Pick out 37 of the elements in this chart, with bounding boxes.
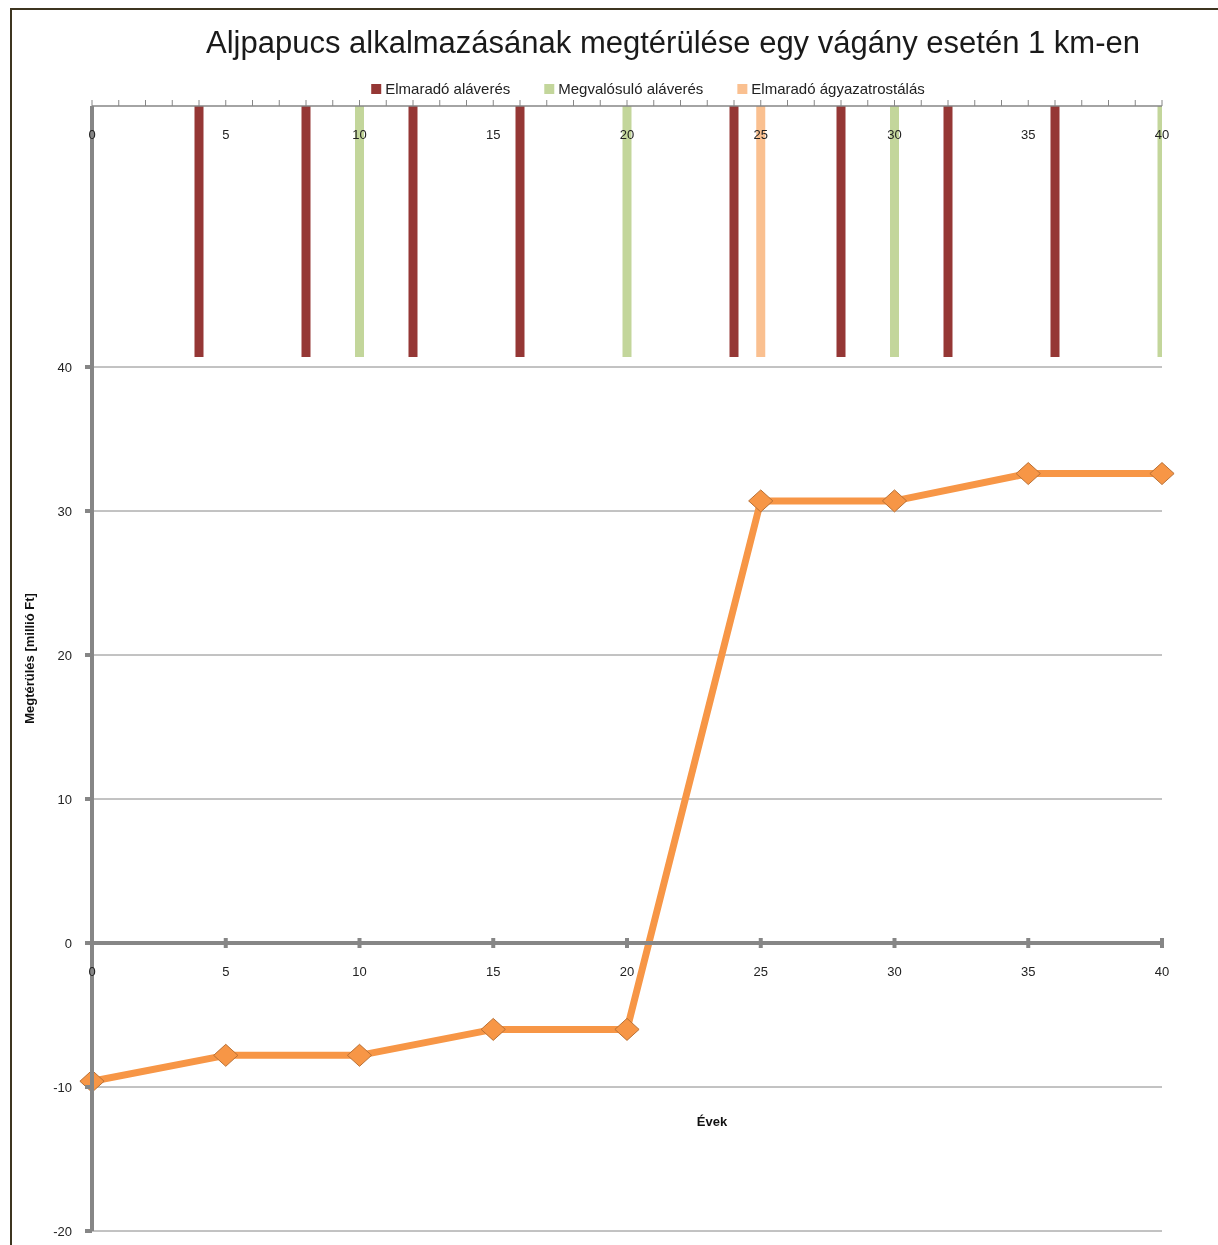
- x-tick-label: 20: [619, 964, 635, 979]
- y-tick-label: -10: [53, 1079, 72, 1095]
- y-tick-label: 30: [57, 503, 72, 519]
- x-axis-title: Évek: [696, 1114, 728, 1129]
- x-tick-label: 10: [352, 964, 367, 979]
- x-tick-label: 30: [887, 127, 902, 142]
- x-tick-label: 10: [352, 127, 367, 142]
- legend-label: Elmaradó aláverés: [385, 80, 511, 97]
- x-tick-label: 35: [1021, 127, 1036, 142]
- y-tick-label: 40: [57, 359, 72, 375]
- x-tick-label: 5: [222, 127, 230, 142]
- x-tick-label: 25: [753, 127, 768, 142]
- point: [1015, 462, 1041, 486]
- point: [346, 1043, 373, 1067]
- point: [748, 489, 774, 513]
- y-tick-label: 20: [57, 647, 72, 663]
- point: [614, 1017, 640, 1041]
- point: [213, 1043, 239, 1067]
- x-tick-label: 35: [1021, 964, 1036, 979]
- point: [881, 489, 908, 513]
- y-tick-label: 0: [64, 935, 72, 951]
- chart-title: Aljpapucs alkalmazásának megtérülése egy vágány esetén 1 km-en: [206, 25, 1140, 60]
- y-axis-title: Megtérülés [millió Ft]: [22, 593, 37, 724]
- point: [480, 1017, 506, 1041]
- x-tick-label: 15: [486, 127, 501, 142]
- x-tick-label: 30: [887, 964, 902, 979]
- x-tick-label: 40: [1154, 127, 1170, 142]
- point: [1149, 462, 1175, 486]
- legend-label: Megvalósuló aláverés: [558, 80, 704, 97]
- x-tick-label: 5: [222, 964, 230, 979]
- x-tick-label: 25: [753, 964, 768, 979]
- y-tick-label: 10: [57, 791, 72, 807]
- x-tick-label: 15: [486, 964, 501, 979]
- legend-label: Elmaradó ágyazatrostálás: [751, 80, 925, 97]
- x-tick-label: 40: [1154, 964, 1170, 979]
- x-tick-label: 20: [619, 127, 635, 142]
- y-tick-label: -20: [53, 1223, 72, 1239]
